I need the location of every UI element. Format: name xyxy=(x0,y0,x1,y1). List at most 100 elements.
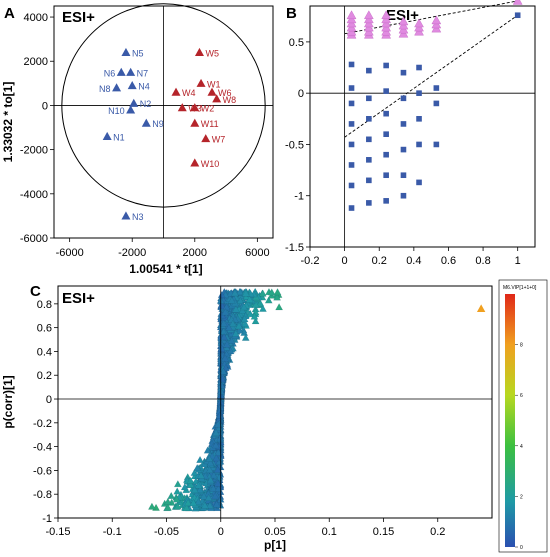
c-point xyxy=(205,466,214,473)
b-point-q2 xyxy=(416,64,422,71)
a-point-label: N2 xyxy=(140,99,152,109)
b-point-r2 xyxy=(346,10,357,20)
b-point-r2 xyxy=(398,16,409,26)
c-point xyxy=(148,502,156,510)
b-point-q2 xyxy=(514,12,521,19)
a-point-label: N5 xyxy=(132,48,144,58)
a-point-label: W7 xyxy=(212,135,226,145)
c-point xyxy=(216,434,225,442)
c-point xyxy=(275,303,283,311)
c-xtick-label: 0.2 xyxy=(430,526,445,538)
c-point xyxy=(206,459,215,467)
c-point xyxy=(205,454,214,462)
b-point-r2 xyxy=(381,10,391,20)
panel-c-ticks: -0.15 -0.1 -0.05 0 0.05 0.1 0.15 0.2 0.8 0.6 0.4 0.… xyxy=(33,299,445,538)
a-point-n5 xyxy=(121,47,131,56)
c-point xyxy=(173,487,182,495)
a-point-label: N7 xyxy=(137,68,149,78)
b-point-r2 xyxy=(364,10,374,20)
panel-c-xlabel: p[1] xyxy=(264,538,286,552)
c-xtick-label: 0.1 xyxy=(322,526,337,538)
c-point xyxy=(252,300,260,308)
c-xtick-label: -0.05 xyxy=(154,526,179,538)
b-point-q2 xyxy=(348,121,355,127)
a-point-w8 xyxy=(212,94,222,103)
b-point-q2 xyxy=(416,90,422,96)
c-point xyxy=(235,322,243,330)
a-point-n7 xyxy=(126,67,136,76)
a-point-n4 xyxy=(127,81,137,90)
c-xtick-label: -0.1 xyxy=(103,526,122,538)
colorbar-tick-label: 4 xyxy=(520,444,523,450)
c-point xyxy=(196,455,204,463)
colorbar: M6.VIP[1+1+0] 0 2 4 6 8 xyxy=(498,279,548,553)
b-point-q2 xyxy=(400,172,407,179)
c-point xyxy=(236,288,244,295)
c-point xyxy=(241,319,250,327)
c-point xyxy=(174,480,182,488)
panel-c-letter: C xyxy=(30,283,41,300)
c-point xyxy=(223,340,231,348)
c-point xyxy=(180,483,189,491)
b-point-r2 xyxy=(414,18,424,28)
c-point xyxy=(189,499,198,507)
a-xtick-label: -2000 xyxy=(118,247,146,259)
a-point-label: W1 xyxy=(207,79,221,89)
a-point-w2 xyxy=(190,103,200,112)
a-point-label: N10 xyxy=(108,106,125,116)
panel-b-points xyxy=(346,0,523,211)
c-xtick-label: 0 xyxy=(218,526,224,538)
a-point-label: W6 xyxy=(218,88,232,98)
b-ytick-label: -1 xyxy=(294,191,304,203)
colorbar-tick-label: 6 xyxy=(520,393,523,399)
c-point xyxy=(221,308,230,316)
c-ytick-label: 0.6 xyxy=(37,323,52,335)
b-xtick-label: 0.8 xyxy=(475,255,490,267)
a-ytick-label: 2000 xyxy=(24,56,48,68)
colorbar-tick-label: 2 xyxy=(520,494,523,500)
a-point-w3 xyxy=(177,103,187,112)
b-regression-r2 xyxy=(344,0,518,35)
c-point xyxy=(212,441,220,449)
c-ytick-label: -0.4 xyxy=(33,442,52,454)
c-point xyxy=(226,347,235,355)
b-point-q2 xyxy=(400,69,407,76)
c-point xyxy=(251,317,260,325)
panel-c-ylabel: p(corr)[1] xyxy=(1,375,15,428)
a-point-w5 xyxy=(194,47,204,56)
b-point-q2 xyxy=(383,131,389,137)
c-point xyxy=(219,367,228,375)
c-point xyxy=(219,327,228,335)
c-point xyxy=(231,329,240,337)
a-ytick-label: 0 xyxy=(42,100,48,112)
panel-b-letter: B xyxy=(286,5,297,22)
c-point xyxy=(214,448,223,456)
colorbar-title: M6.VIP[1+1+0] xyxy=(503,285,537,291)
a-xtick-label: 6000 xyxy=(245,247,269,259)
panel-a-confidence-ellipse xyxy=(61,3,266,208)
b-point-q2 xyxy=(366,95,372,102)
c-point xyxy=(225,323,233,331)
a-point-label: N1 xyxy=(113,132,125,142)
panel-c-annotation: ESI+ xyxy=(62,290,95,307)
c-point xyxy=(227,296,236,304)
b-point-q2 xyxy=(383,110,389,117)
a-point-label: W2 xyxy=(201,104,215,114)
panel-c-frame xyxy=(57,285,493,519)
a-point-label: N4 xyxy=(138,82,150,92)
b-point-q2 xyxy=(400,192,407,199)
permutation-test-plot: B ESI+ -0.2 0 0.2 0.4 0.6 0.8 1 0.5 0 -0.5 -1 -1.5 xyxy=(285,0,536,267)
c-point xyxy=(232,305,240,313)
c-point xyxy=(273,293,281,301)
b-point-q2 xyxy=(400,146,407,153)
a-point-w6 xyxy=(207,87,217,96)
a-point-w10 xyxy=(190,158,200,167)
b-point-q2 xyxy=(366,157,372,163)
a-ytick-label: -2000 xyxy=(20,145,48,157)
c-point xyxy=(222,303,231,311)
a-point-n9 xyxy=(141,118,151,127)
a-ytick-label: -6000 xyxy=(20,233,48,245)
c-point xyxy=(184,499,192,506)
b-point-q2 xyxy=(348,61,355,68)
